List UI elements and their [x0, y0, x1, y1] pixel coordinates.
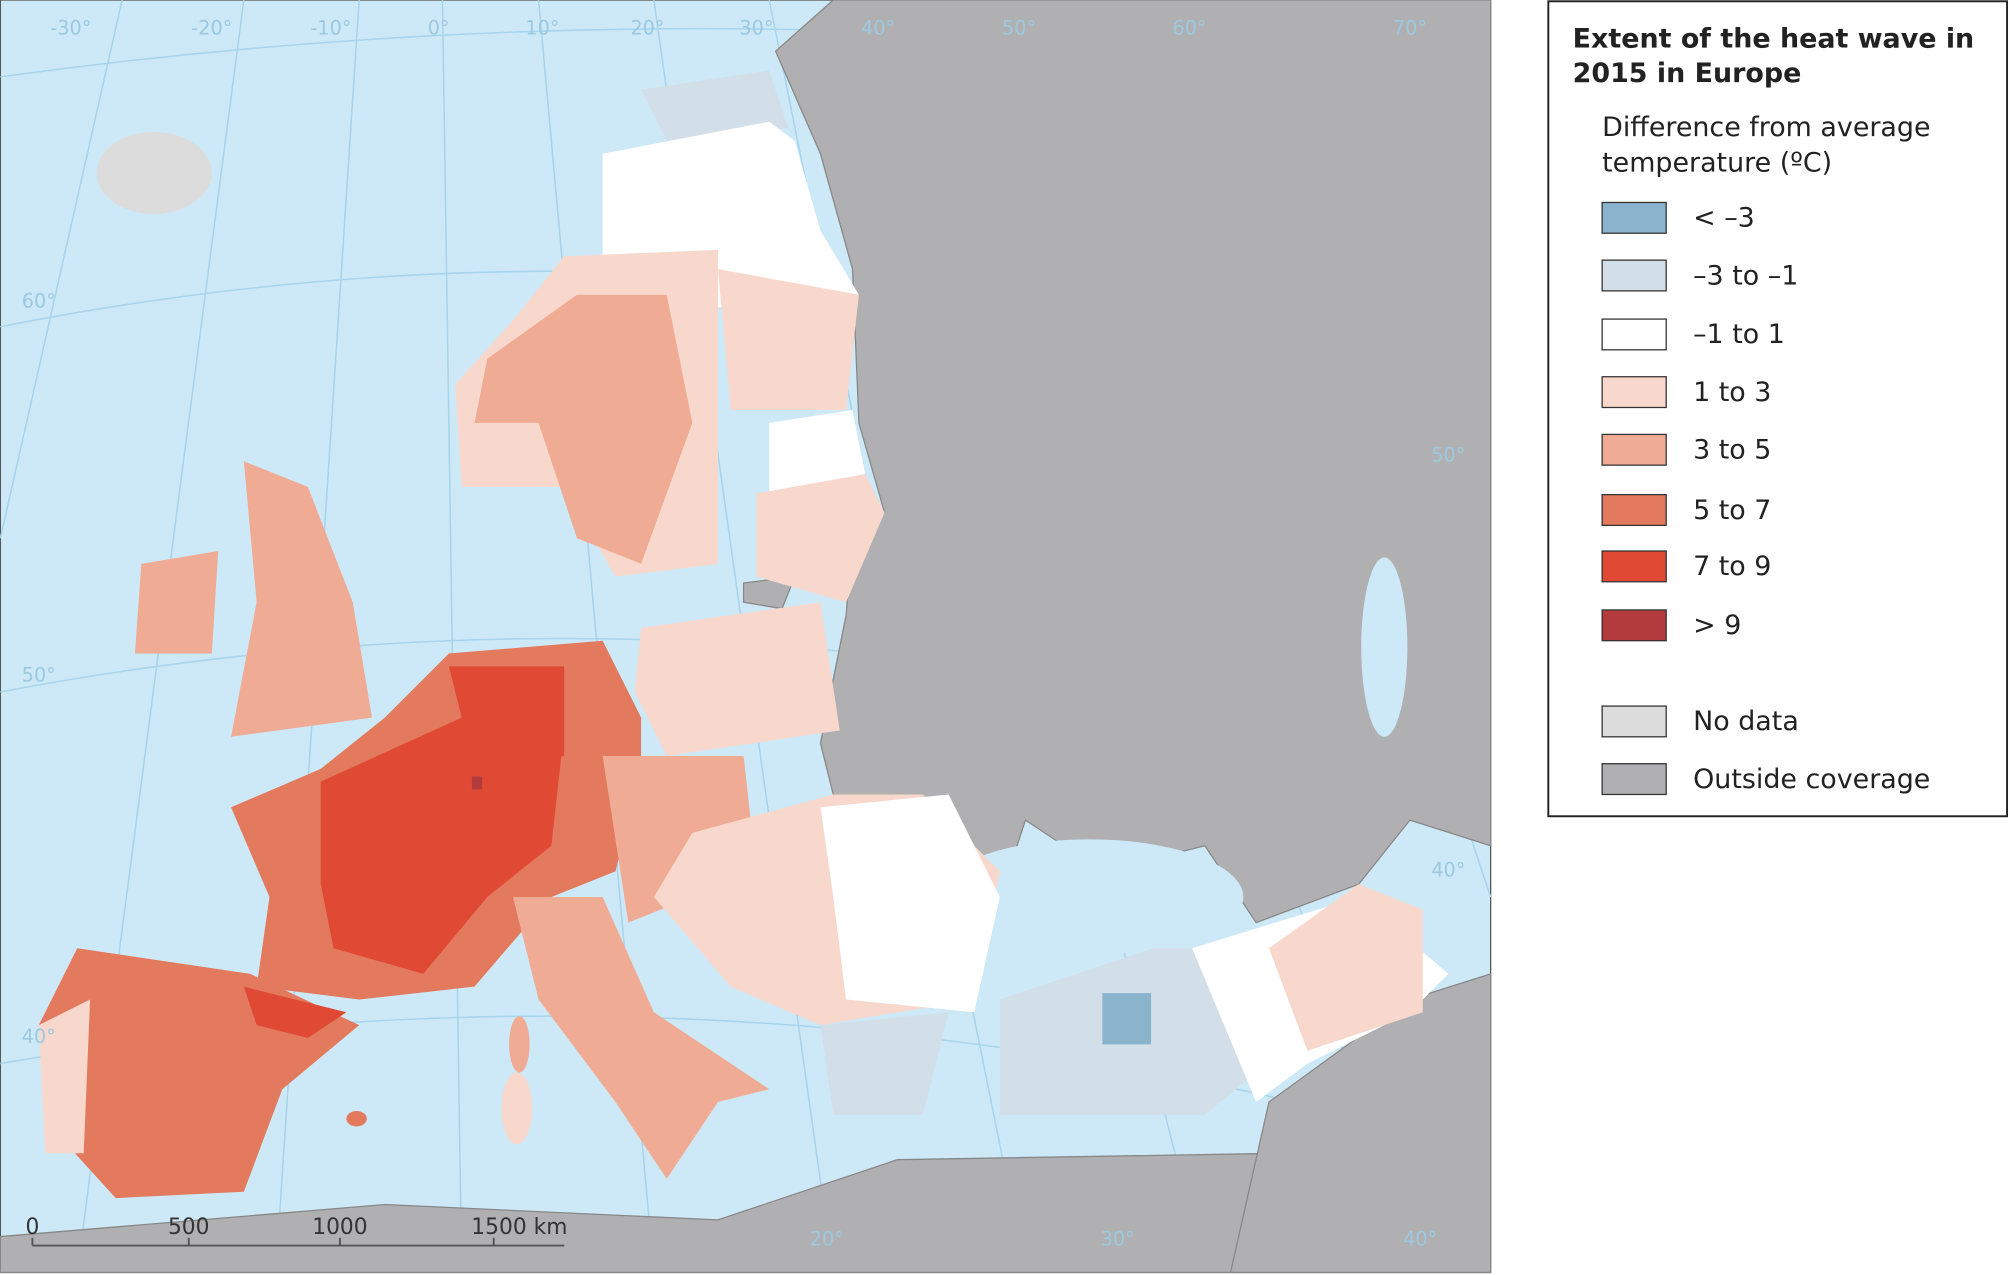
- graticule-label: 30°: [1101, 1228, 1135, 1251]
- legend-swatch: [1601, 259, 1667, 292]
- legend-swatch: [1601, 550, 1667, 583]
- scale-bar: [31, 1237, 565, 1247]
- scale-labels: 0 500 1000 1500 km: [25, 1215, 567, 1240]
- black-sea: [935, 839, 1244, 955]
- graticule-label: 20°: [810, 1228, 844, 1251]
- legend-title: 2015 in Europe: [1573, 58, 1802, 89]
- legend-swatch: [1601, 609, 1667, 642]
- legend-label: 5 to 7: [1693, 495, 1771, 526]
- legend-swatch: [1601, 493, 1667, 527]
- legend-label: Outside coverage: [1693, 764, 1930, 795]
- legend-label: –3 to –1: [1693, 260, 1798, 291]
- scale-label: 1000: [312, 1215, 367, 1240]
- graticule-label: 20°: [630, 17, 664, 40]
- scale-label: 0: [25, 1215, 39, 1240]
- graticule-label: 30°: [739, 17, 773, 40]
- legend-swatch: [1601, 763, 1667, 796]
- graticule-label: 50°: [22, 664, 56, 687]
- temperature-regions: [38, 70, 1449, 1199]
- legend-label: > 9: [1693, 610, 1741, 641]
- legend-label: < –3: [1693, 203, 1755, 234]
- legend: Extent of the heat wave in 2015 in Europe…: [1547, 0, 2009, 818]
- scale-label: 500: [168, 1215, 210, 1240]
- graticule-label: -30°: [50, 17, 91, 40]
- legend-label: 7 to 9: [1693, 551, 1771, 582]
- graticule-label: 60°: [1172, 17, 1206, 40]
- legend-label: No data: [1693, 706, 1799, 737]
- graticule-label: 40°: [22, 1025, 56, 1048]
- legend-swatch: [1601, 376, 1667, 409]
- map: -30° -20° -10° 0° 10° 20° 30° 40° 50° 60° 70° 60° 50…: [0, 0, 1492, 1274]
- legend-box: [1547, 0, 2009, 818]
- graticule-labels: -30° -20° -10° 0° 10° 20° 30° 40° 50° 60° 70° 60° 50…: [22, 17, 1466, 1251]
- graticule-label: 40°: [861, 17, 895, 40]
- legend-swatch: [1601, 201, 1667, 234]
- legend-subtitle: temperature (ºC): [1602, 148, 1832, 179]
- graticule-label: -20°: [191, 17, 232, 40]
- graticule-label: 50°: [1431, 443, 1465, 466]
- graticule-label: 50°: [1002, 17, 1036, 40]
- legend-swatch: [1601, 705, 1667, 738]
- legend-subtitle: Difference from average: [1602, 112, 1930, 143]
- legend-title: Extent of the heat wave in: [1573, 23, 1975, 54]
- graticule-label: 0°: [428, 17, 450, 40]
- caspian-sea: [1361, 557, 1408, 737]
- outside-coverage: [0, 0, 1492, 1274]
- graticule-label: 60°: [22, 290, 56, 313]
- graticule-label: -10°: [310, 17, 351, 40]
- legend-swatch: [1601, 433, 1667, 466]
- scale-label: 1500 km: [471, 1215, 567, 1240]
- graticule-label: 40°: [1431, 858, 1465, 881]
- legend-swatch: [1601, 318, 1667, 351]
- graticule-label: 40°: [1403, 1228, 1437, 1251]
- legend-label: 3 to 5: [1693, 435, 1771, 466]
- legend-label: 1 to 3: [1693, 377, 1771, 408]
- legend-label: –1 to 1: [1693, 319, 1785, 350]
- graticule-label: 10°: [525, 17, 559, 40]
- graticule-label: 70°: [1393, 17, 1427, 40]
